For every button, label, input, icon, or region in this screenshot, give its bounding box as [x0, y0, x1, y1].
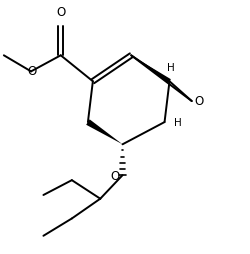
Text: O: O	[28, 65, 37, 78]
Text: O: O	[110, 170, 119, 183]
Text: H: H	[174, 118, 182, 128]
Text: O: O	[56, 6, 65, 20]
Text: H: H	[167, 64, 174, 73]
Polygon shape	[86, 119, 122, 144]
Polygon shape	[131, 55, 171, 83]
Text: O: O	[194, 94, 204, 107]
